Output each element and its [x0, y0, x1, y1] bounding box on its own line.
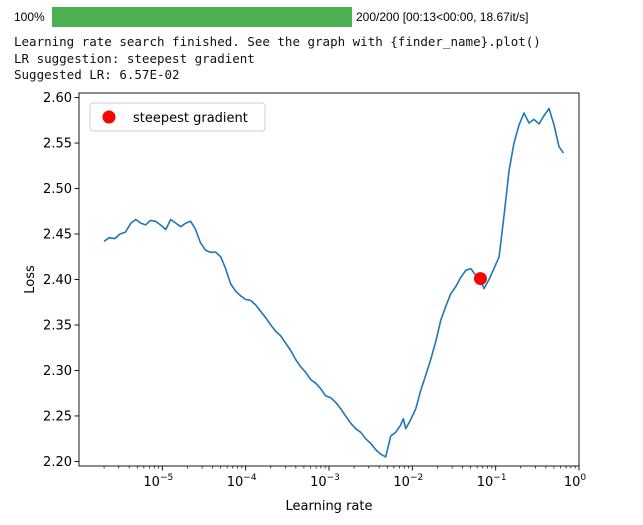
- x-tick-label: 10−4: [227, 473, 257, 490]
- y-tick-label: 2.55: [43, 137, 72, 152]
- y-tick-label: 2.30: [43, 364, 72, 379]
- x-axis-label: Learning rate: [286, 499, 373, 514]
- y-axis-label: Loss: [23, 265, 38, 294]
- x-tick-label: 10−3: [310, 473, 340, 490]
- x-tick-label: 100: [564, 473, 587, 490]
- log-line: Suggested LR: 6.57E-02: [14, 67, 180, 82]
- x-tick-label: 10−5: [143, 473, 173, 490]
- log-line: LR suggestion: steepest gradient: [14, 50, 255, 66]
- y-tick-label: 2.20: [43, 455, 72, 470]
- log-line: Learning rate search finished. See the g…: [14, 34, 541, 49]
- x-tick-label: 10−1: [477, 473, 507, 490]
- progress-percent: 100%: [14, 10, 45, 24]
- y-tick-label: 2.25: [43, 409, 72, 424]
- legend-label: steepest gradient: [133, 111, 248, 126]
- legend: steepest gradient: [89, 102, 266, 132]
- lr-finder-chart: 10−5 10−4 10−3 10−2 10−1 100 2.20 2.25 2.30 2.35 2…: [23, 91, 587, 514]
- progress-stats: 200/200 [00:13<00:00, 18.67it/s]: [356, 10, 529, 24]
- y-tick-label: 2.40: [43, 273, 72, 288]
- y-tick-label: 2.35: [43, 318, 72, 333]
- plot-frame: [78, 92, 580, 467]
- progress-bar-fill: [52, 7, 352, 27]
- legend-box: [89, 102, 266, 132]
- x-tick-label: 10−2: [393, 473, 423, 490]
- output-log: Learning rate search finished. See the g…: [14, 34, 541, 84]
- y-tick-label: 2.50: [43, 182, 72, 197]
- loss-curve: [103, 107, 565, 458]
- y-tick-label: 2.45: [43, 228, 72, 243]
- progress-bar: [52, 7, 352, 27]
- legend-marker: [102, 110, 116, 124]
- y-tick-label: 2.60: [43, 91, 72, 106]
- progress-row: 100% 200/200 [00:13<00:00, 18.67it/s]: [0, 0, 643, 34]
- steepest-gradient-point: [473, 272, 487, 286]
